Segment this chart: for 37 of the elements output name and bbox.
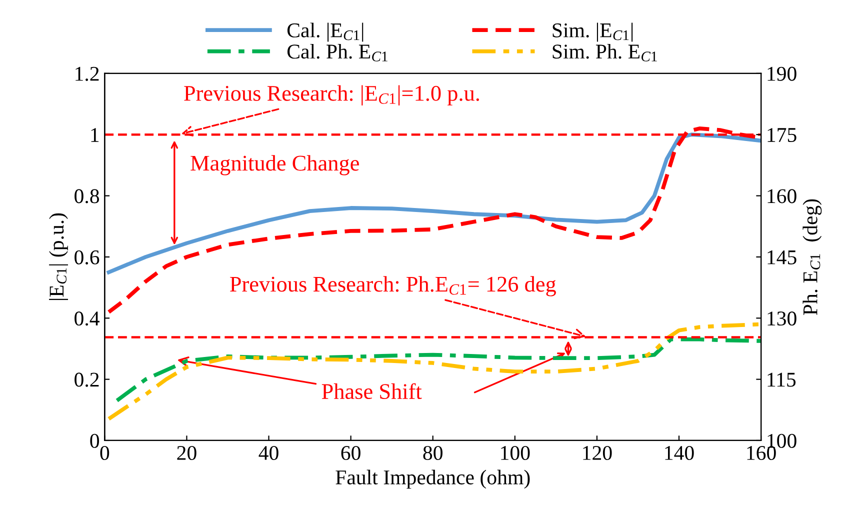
line-series [115, 337, 762, 402]
x-tick-label: 60 [341, 446, 360, 460]
y-tick-label: 1.2 [76, 66, 99, 81]
x-tick-label: 80 [423, 446, 442, 460]
y-tick-label: 0.2 [74, 372, 99, 387]
y2-tick-label: 100 [768, 434, 796, 448]
line-series [106, 132, 762, 274]
y2-tick-label: 145 [768, 250, 796, 264]
y-axis-title: |E$_{C1}$| (p.u.) [49, 213, 68, 300]
legend-label: Sim. Ph. E$_{C1}$ [552, 44, 657, 62]
x-tick-label: 100 [501, 446, 530, 460]
legend-label: Sim. |E$_{C1}$| [552, 22, 633, 42]
y2-tick-label: 190 [768, 66, 796, 81]
annotation: Previous Research: Ph.E$_{C1}$= 126 deg [230, 276, 556, 296]
legend-label: Cal. Ph. E$_{C1}$ [287, 44, 388, 62]
x-tick-label: 160 [747, 446, 776, 460]
x-tick-label: 40 [258, 446, 278, 460]
annotation: Previous Research: |E$_{C1}$|=1.0 p.u. [184, 85, 479, 106]
y-tick-label: 0 [90, 434, 100, 448]
y2-tick-label: 115 [768, 372, 796, 387]
line-series [106, 322, 762, 421]
x-tick-label: 20 [177, 446, 196, 460]
y-tick-label: 0.6 [74, 250, 100, 264]
y-tick-label: 1 [91, 128, 99, 142]
x-tick-label: 140 [665, 446, 694, 460]
y2-tick-label: 175 [768, 128, 796, 142]
annotation: Phase Shift [322, 383, 422, 400]
y2-tick-label: 130 [768, 312, 796, 326]
y-tick-label: 0.4 [74, 312, 100, 326]
legend-label: Cal. |E$_{C1}$| [287, 22, 364, 42]
annotation: Magnitude Change [190, 155, 359, 176]
y-tick-label: 0.8 [74, 189, 100, 204]
y2-tick-label: 160 [768, 189, 796, 204]
x-axis-title: Fault Impedance (ohm) [336, 470, 530, 489]
x-tick-label: 0 [100, 446, 110, 460]
y2-axis-title: Ph. E$_{C1}$ (deg) [802, 199, 822, 315]
x-tick-label: 120 [583, 446, 612, 460]
